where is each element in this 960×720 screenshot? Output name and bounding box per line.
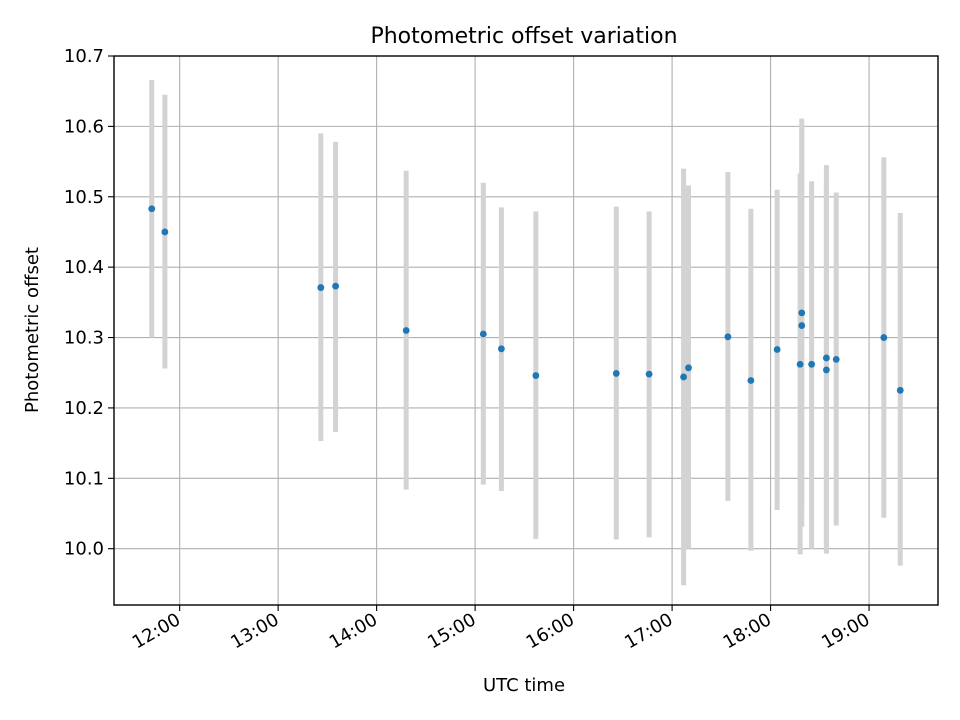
- chart-title: Photometric offset variation: [370, 24, 677, 49]
- y-tick-label: 10.0: [64, 539, 104, 560]
- data-point: [896, 386, 904, 394]
- data-point: [532, 372, 540, 379]
- y-tick-label: 10.6: [64, 116, 104, 137]
- data-point: [724, 333, 732, 341]
- y-tick-label: 10.3: [64, 328, 104, 349]
- data-point: [822, 366, 830, 374]
- y-tick-label: 10.7: [64, 46, 104, 67]
- y-axis-label: Photometric offset: [22, 247, 43, 413]
- data-point: [798, 322, 806, 329]
- y-axis-ticks: 10.0 10.1 10.2 10.3 10.4 10.5 10.6 10.7: [64, 46, 114, 560]
- data-point: [680, 373, 687, 381]
- data-point: [402, 327, 410, 334]
- data-point: [497, 345, 505, 353]
- data-point: [685, 364, 692, 372]
- data-point: [612, 370, 620, 377]
- plot-frame: [113, 55, 939, 606]
- data-point: [796, 360, 804, 368]
- y-tick-label: 10.2: [64, 398, 104, 419]
- data-point: [161, 228, 169, 236]
- data-points: [148, 205, 904, 394]
- y-tick-label: 10.4: [64, 257, 104, 278]
- data-point: [332, 282, 339, 290]
- data-point: [747, 377, 755, 384]
- data-point: [832, 355, 840, 363]
- y-tick-label: 10.5: [64, 187, 104, 208]
- data-point: [317, 284, 325, 291]
- data-point: [148, 205, 156, 213]
- x-axis-label: UTC time: [483, 675, 565, 696]
- data-point: [773, 346, 781, 353]
- data-point: [479, 330, 487, 338]
- y-tick-label: 10.1: [64, 468, 104, 489]
- data-point: [880, 334, 888, 341]
- data-point: [798, 309, 806, 317]
- data-point: [645, 370, 653, 378]
- data-point: [822, 354, 830, 362]
- data-point: [808, 360, 816, 368]
